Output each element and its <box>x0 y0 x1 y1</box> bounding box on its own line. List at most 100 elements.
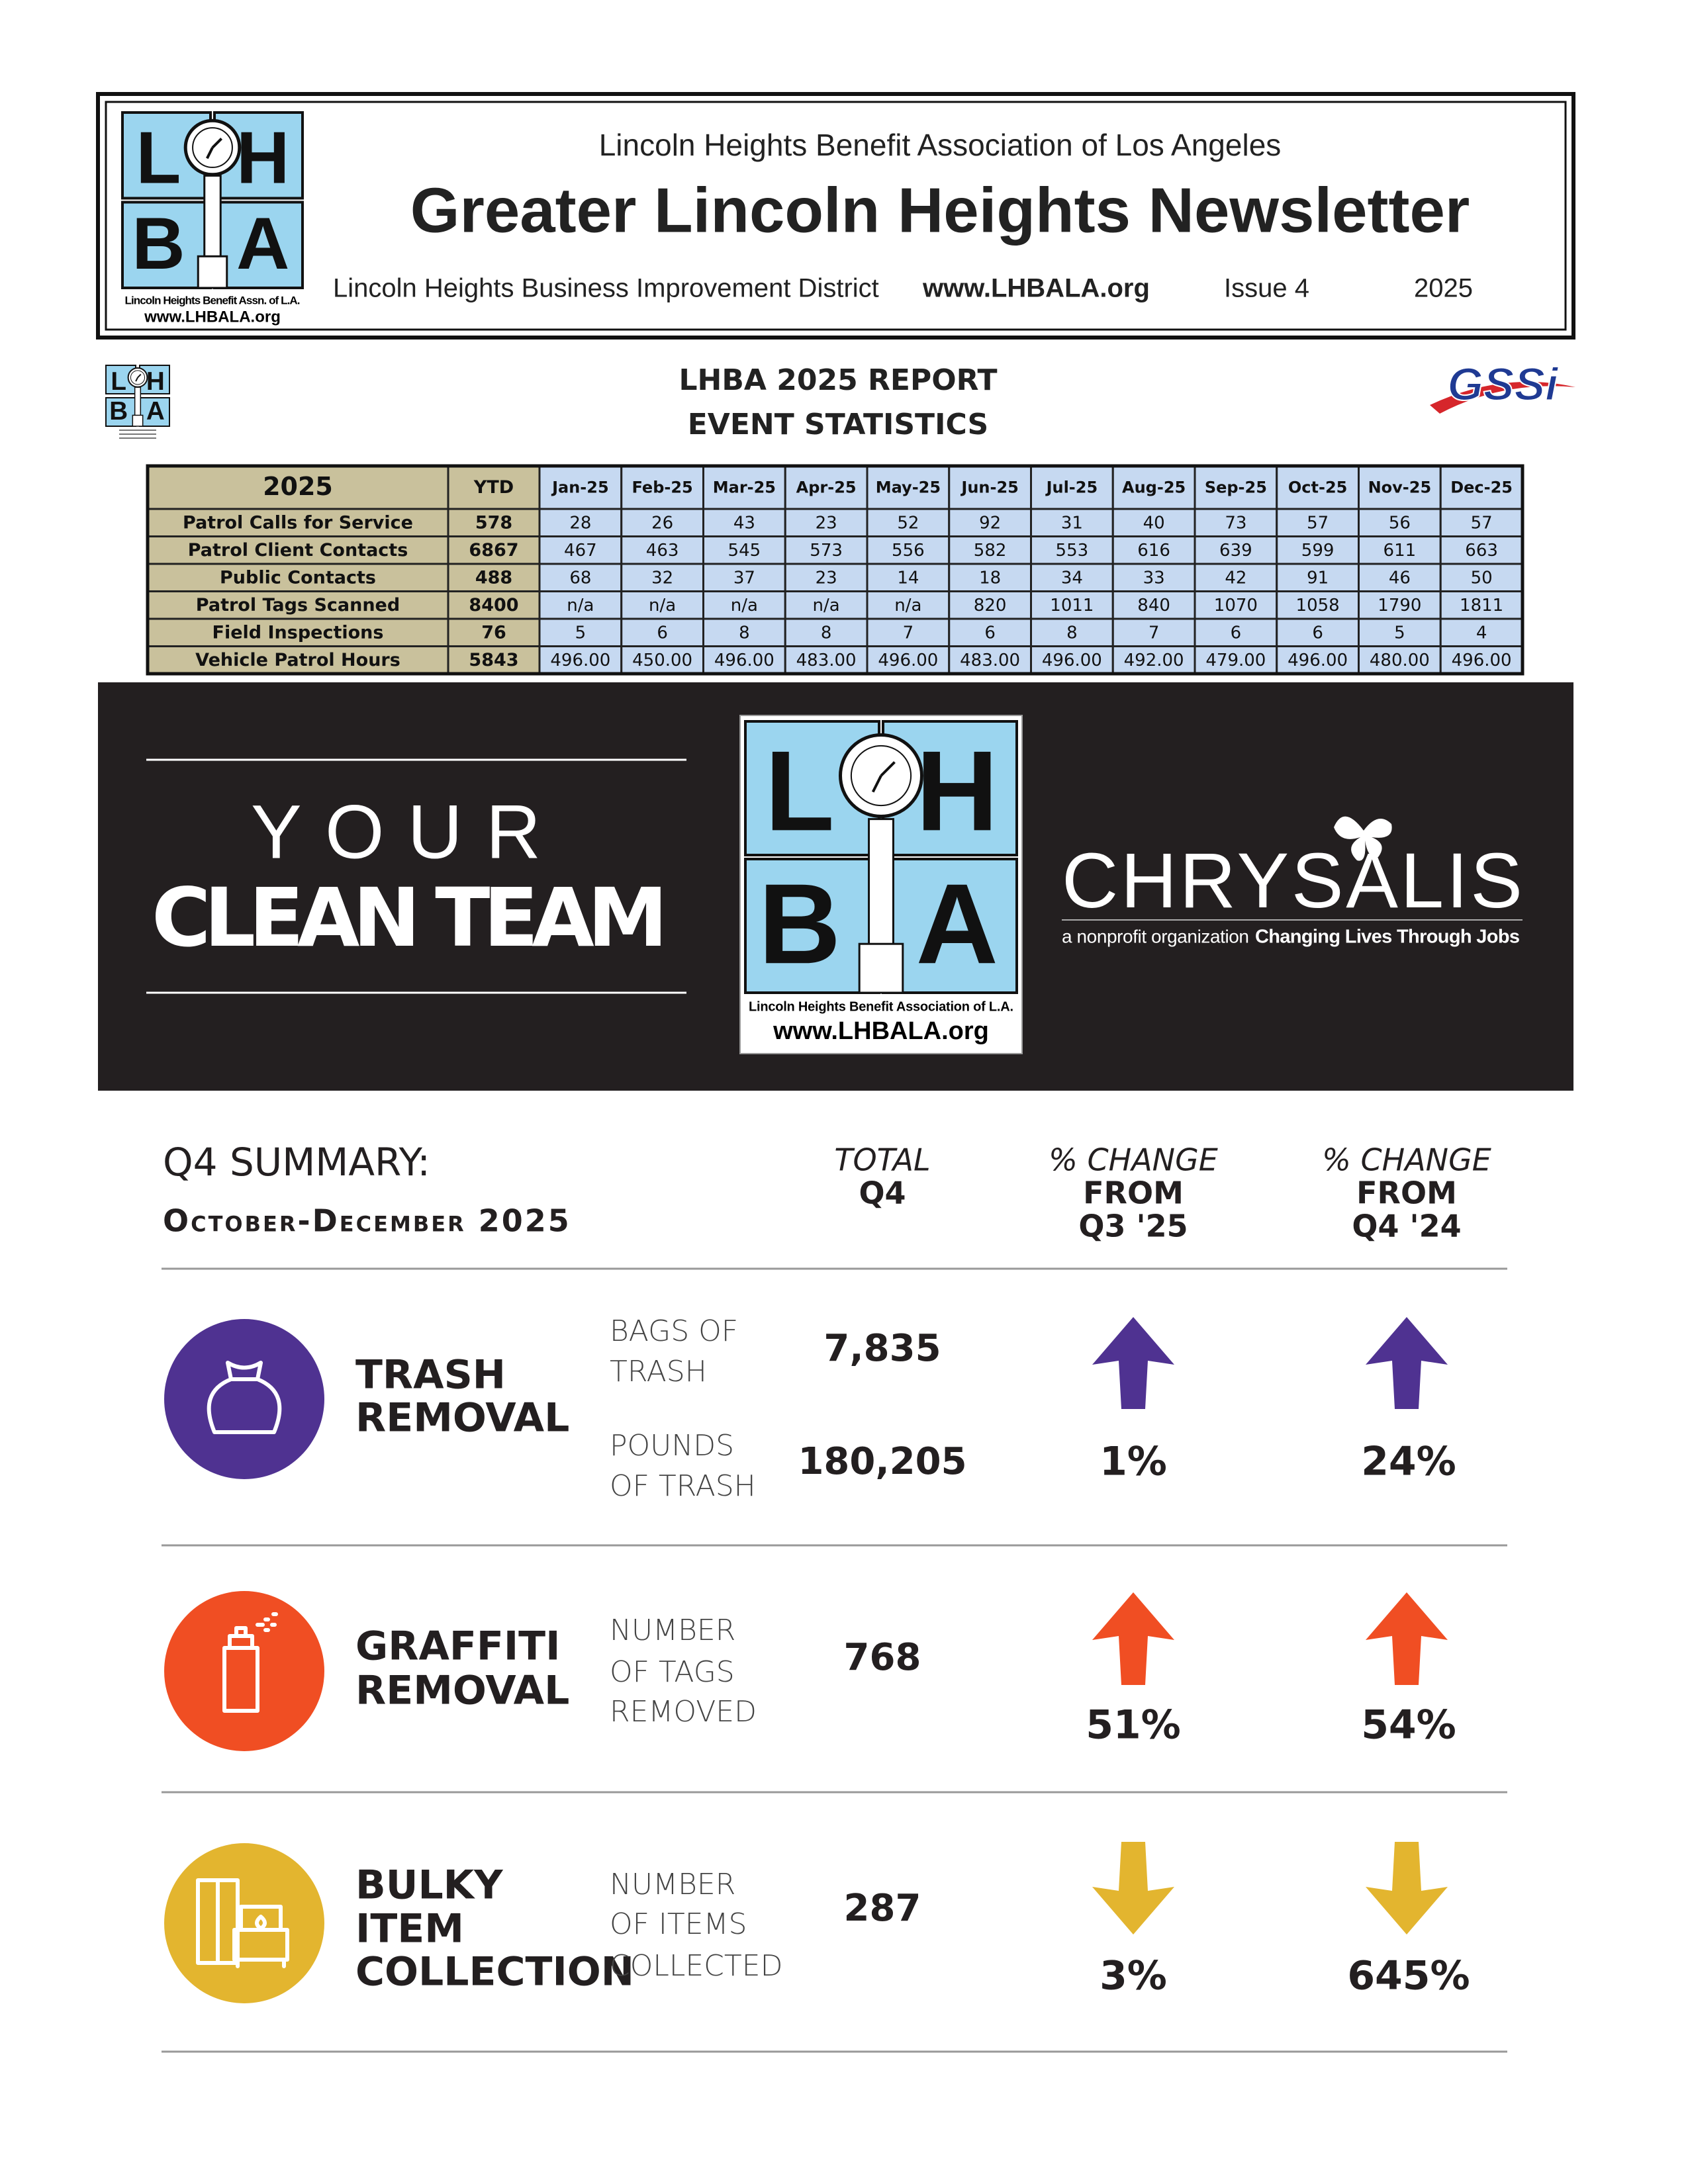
table-header: Jan-25 <box>551 478 609 497</box>
percent-change: 1% <box>1100 1439 1167 1485</box>
month-cell: 582 <box>974 541 1007 561</box>
report-subtitle: EVENT STATISTICS <box>688 408 989 441</box>
table-header: Jul-25 <box>1045 478 1098 497</box>
metric-total: 7,835 <box>823 1327 941 1370</box>
row-label: Patrol Tags Scanned <box>196 595 400 615</box>
month-cell: 496.00 <box>1042 651 1102 670</box>
table-cell <box>1194 563 1278 592</box>
partner-motto: Changing Lives Through Jobs <box>1255 927 1520 948</box>
month-cell: 6 <box>1231 623 1242 643</box>
month-cell: n/a <box>894 596 921 615</box>
month-cell: 92 <box>979 513 1001 533</box>
logo-caption: Lincoln Heights Benefit Assn. of L.A. <box>125 294 301 306</box>
metric-label: REMOVED <box>610 1695 757 1729</box>
table-header: Sep-25 <box>1205 478 1267 497</box>
month-cell: n/a <box>731 596 758 615</box>
month-cell: 6 <box>657 623 668 643</box>
report-title: LHBA 2025 REPORT <box>679 363 997 397</box>
table-cell <box>866 617 951 647</box>
metric-label: NUMBER <box>610 1614 735 1647</box>
column-heading: Q4 <box>859 1175 906 1211</box>
table-cell <box>948 535 1032 565</box>
metric-label: NUMBER <box>610 1868 735 1901</box>
percent-change: 3% <box>1100 1953 1167 1999</box>
category-name: BULKY <box>355 1862 504 1909</box>
table-cell <box>1439 535 1524 565</box>
month-cell: 91 <box>1307 568 1329 588</box>
table-cell <box>1030 645 1114 675</box>
logo-post-base <box>197 255 228 289</box>
table-cell <box>702 617 786 647</box>
month-cell: 599 <box>1301 541 1335 561</box>
metric-total: 768 <box>844 1636 921 1679</box>
table-header: YTD <box>473 477 514 498</box>
partner-logo: GSSi <box>1447 358 1559 410</box>
butterfly <box>1334 816 1392 861</box>
logo-letter: H <box>916 727 998 854</box>
table-header: Dec-25 <box>1450 478 1513 497</box>
month-cell: 50 <box>1471 568 1493 588</box>
month-cell: 23 <box>816 568 837 588</box>
table-cell <box>784 508 868 537</box>
table-cell <box>1439 563 1524 592</box>
table-cell <box>538 563 623 592</box>
row-label: Public Contacts <box>220 567 376 588</box>
month-cell: n/a <box>567 596 594 615</box>
month-cell: 26 <box>651 513 673 533</box>
month-cell: 56 <box>1389 513 1411 533</box>
logo-letter: A <box>236 202 289 285</box>
table-cell <box>948 590 1032 620</box>
month-cell: 4 <box>1476 623 1487 643</box>
month-cell: 32 <box>651 568 673 588</box>
ytd-cell: 76 <box>481 622 506 643</box>
category-name: TRASH <box>355 1352 506 1398</box>
table-cell <box>784 563 868 592</box>
month-cell: 7 <box>1149 623 1160 643</box>
logo-letter: H <box>236 116 289 199</box>
table-header: Mar-25 <box>713 478 776 497</box>
table-cell <box>620 535 704 565</box>
header-issue: Issue 4 <box>1224 274 1309 303</box>
month-cell: 8 <box>821 623 832 643</box>
table-cell <box>1111 508 1196 537</box>
column-heading: % CHANGE <box>1049 1142 1218 1178</box>
month-cell: 496.00 <box>1288 651 1348 670</box>
table-cell <box>620 465 704 510</box>
month-cell: 1811 <box>1460 596 1503 615</box>
month-cell: 73 <box>1225 513 1246 533</box>
month-cell: 1058 <box>1296 596 1340 615</box>
logo-letter: B <box>759 860 841 987</box>
month-cell: 7 <box>903 623 914 643</box>
table-cell <box>1358 590 1442 620</box>
table-cell <box>620 563 704 592</box>
month-cell: 37 <box>733 568 755 588</box>
month-cell: 6 <box>984 623 996 643</box>
metric-label: TRASH <box>610 1355 707 1388</box>
month-cell: 28 <box>569 513 591 533</box>
category-icon-circle <box>164 1591 324 1751</box>
table-cell <box>146 590 449 620</box>
change-arrow <box>1092 1317 1174 1409</box>
table-cell <box>1358 563 1442 592</box>
logo-cell <box>744 858 880 994</box>
ytd-cell: 488 <box>475 567 512 588</box>
month-cell: 663 <box>1465 541 1498 561</box>
table-header: May-25 <box>876 478 941 497</box>
month-cell: 8 <box>1066 623 1078 643</box>
table-frame <box>146 464 1524 676</box>
month-cell: 31 <box>1061 513 1083 533</box>
logo-cell <box>139 397 170 427</box>
table-cell <box>702 590 786 620</box>
month-cell: n/a <box>649 596 676 615</box>
table-header: Aug-25 <box>1122 478 1186 497</box>
month-cell: 496.00 <box>714 651 774 670</box>
month-cell: 483.00 <box>960 651 1020 670</box>
table-cell <box>146 508 449 537</box>
logo-post-base <box>132 414 144 427</box>
row-label: Vehicle Patrol Hours <box>195 650 400 670</box>
month-cell: 479.00 <box>1205 651 1266 670</box>
percent-change: 51% <box>1086 1702 1181 1749</box>
month-cell: 1070 <box>1214 596 1258 615</box>
category-icon <box>207 1361 282 1434</box>
